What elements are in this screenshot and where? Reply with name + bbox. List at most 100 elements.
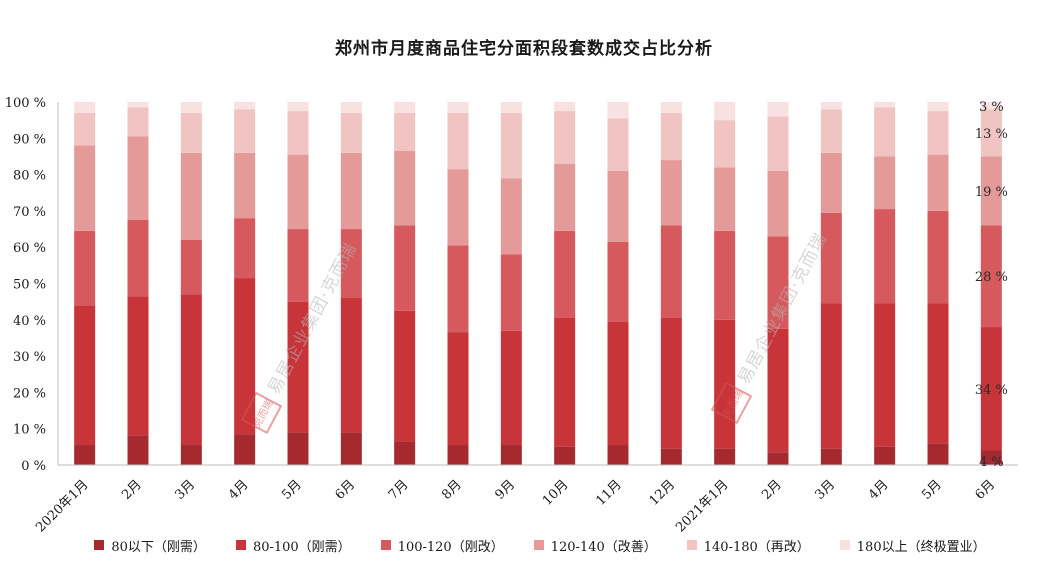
bar-segment: [874, 209, 896, 304]
y-tick-label: 80 %: [13, 169, 46, 184]
bar-segment: [234, 278, 256, 435]
data-label: 13 %: [975, 127, 1008, 142]
bar-segment: [554, 446, 576, 465]
bar-segment: [74, 112, 96, 146]
bar-segment: [660, 112, 682, 161]
bar-segment: [180, 102, 202, 113]
bar-segment: [447, 245, 469, 333]
legend-swatch: [380, 540, 391, 550]
bar-segment: [447, 112, 469, 170]
bar-segment: [447, 332, 469, 446]
legend-swatch: [686, 540, 697, 550]
x-tick-label: 2020年1月: [33, 477, 91, 535]
x-tick-label: 2月: [759, 477, 785, 503]
bar-segment: [874, 446, 896, 465]
x-tick-label: 4月: [866, 477, 892, 503]
x-tick-label: 2021年1月: [673, 477, 731, 535]
bar-segment: [980, 225, 1002, 328]
bar-segment: [714, 120, 736, 168]
x-tick-label: 8月: [439, 477, 465, 503]
bar-segment: [340, 298, 362, 433]
bar-segment: [74, 102, 96, 113]
bar-segment: [340, 102, 362, 113]
bar-segment: [660, 448, 682, 465]
y-tick-label: 30 %: [13, 350, 46, 365]
bar-segment: [500, 102, 522, 113]
bar-segment: [340, 152, 362, 230]
bar-segment: [500, 178, 522, 255]
legend-label: 80-100（刚需）: [252, 539, 351, 555]
data-label: 4 %: [979, 455, 1004, 470]
x-tick-label: 10月: [540, 477, 571, 508]
bar-segment: [127, 296, 149, 436]
bar-segment: [447, 102, 469, 113]
legend-item: 80-100（刚需）: [235, 536, 351, 555]
bar-segment: [74, 445, 96, 465]
y-tick-label: 90 %: [13, 132, 46, 147]
bar-segment: [287, 432, 309, 465]
bar-segment: [554, 317, 576, 447]
bar-segment: [820, 102, 842, 110]
bar-segment: [980, 109, 1002, 157]
legend-label: 120-140（改善）: [550, 539, 657, 555]
bar-segment: [234, 109, 256, 153]
legend-item: 180以上（终极置业）: [839, 536, 986, 555]
legend-item: 100-120（刚改）: [380, 536, 504, 555]
bar-segment: [180, 239, 202, 295]
bar-segment: [74, 305, 96, 446]
bar-segment: [180, 112, 202, 153]
bar-segment: [874, 102, 896, 108]
bar-segment: [180, 445, 202, 465]
bar-segment: [767, 116, 789, 171]
bar-segment: [74, 145, 96, 231]
bar-segment: [607, 445, 629, 465]
legend: 80以下（刚需） 80-100（刚需） 100-120（刚改） 120-140（改善）…: [60, 534, 1020, 556]
bar-segment: [820, 448, 842, 465]
bar-segment: [767, 328, 789, 453]
bar-segment: [234, 434, 256, 465]
data-label: 19 %: [975, 185, 1008, 200]
annotations-group: 4 % 34 % 28 % 19 % 13 % 3 %: [975, 100, 1008, 470]
chart-title: 郑州市月度商品住宅分面积段套数成交占比分析: [335, 39, 713, 59]
bar-segment: [660, 225, 682, 318]
bar-segment: [607, 241, 629, 322]
x-tick-label: 6月: [973, 477, 999, 503]
y-tick-label: 10 %: [13, 423, 46, 438]
y-tick-label: 40 %: [13, 314, 46, 329]
bar-segment: [980, 327, 1002, 451]
bar-segment: [340, 229, 362, 299]
y-tick-label: 70 %: [13, 205, 46, 220]
bar-segment: [447, 169, 469, 246]
watermark-seal-icon: [240, 391, 283, 435]
legend-label: 140-180（再改）: [703, 539, 810, 555]
bar-segment: [607, 118, 629, 171]
watermark-seal-icon: [710, 381, 753, 425]
x-tick-label: 9月: [493, 477, 519, 503]
bar-segment: [340, 112, 362, 153]
bar-segment: [820, 152, 842, 213]
bar-segment: [394, 102, 416, 113]
bar-segment: [394, 310, 416, 442]
bar-segment: [394, 441, 416, 465]
bar-segment: [660, 102, 682, 113]
legend-item: 80以下（刚需）: [94, 536, 206, 555]
bar-segment: [127, 107, 149, 137]
bar-segment: [287, 102, 309, 112]
y-tick-label: 50 %: [13, 278, 46, 293]
bar-segment: [767, 170, 789, 237]
bar-segment: [660, 317, 682, 449]
bar-segment: [554, 163, 576, 231]
bar-segment: [340, 432, 362, 465]
x-tick-label: 5月: [279, 477, 305, 503]
bar-segment: [287, 154, 309, 230]
legend-label: 100-120（刚改）: [397, 539, 504, 555]
x-tick-label: 5月: [919, 477, 945, 503]
bar-segment: [500, 330, 522, 446]
y-axis: 0 % 10 % 20 % 30 % 40 % 50 % 60 % 70 % 80 % 90 % 1…: [5, 96, 59, 474]
x-tick-label: 7月: [386, 477, 412, 503]
bar-segment: [554, 230, 576, 318]
legend-swatch: [533, 540, 544, 550]
bar-segment: [500, 112, 522, 179]
y-tick-label: 60 %: [13, 241, 46, 256]
